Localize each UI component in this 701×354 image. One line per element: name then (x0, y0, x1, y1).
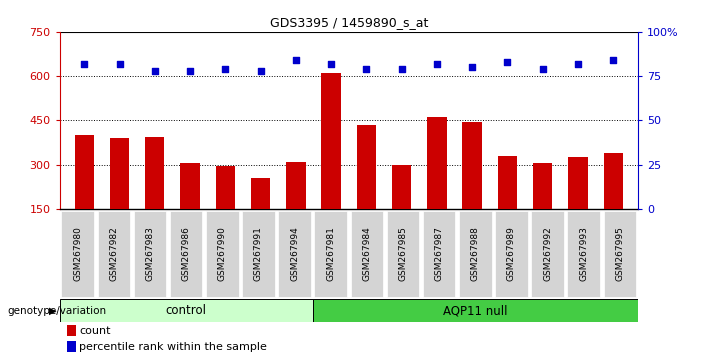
Text: GSM267982: GSM267982 (109, 227, 118, 281)
FancyBboxPatch shape (495, 211, 528, 297)
Text: genotype/variation: genotype/variation (7, 306, 106, 316)
FancyBboxPatch shape (315, 211, 347, 297)
Text: GSM267992: GSM267992 (543, 227, 552, 281)
FancyBboxPatch shape (423, 211, 456, 297)
FancyBboxPatch shape (134, 211, 166, 297)
FancyBboxPatch shape (60, 299, 313, 322)
Bar (463, 122, 482, 253)
Bar (392, 165, 411, 253)
Text: GSM267987: GSM267987 (435, 227, 444, 281)
FancyBboxPatch shape (62, 211, 94, 297)
Text: GSM267981: GSM267981 (326, 227, 335, 281)
FancyBboxPatch shape (459, 211, 491, 297)
Point (184, 68, 196, 74)
Point (79, 61, 90, 67)
FancyBboxPatch shape (567, 211, 600, 297)
FancyBboxPatch shape (170, 211, 203, 297)
Text: GSM267988: GSM267988 (471, 227, 479, 281)
Bar (357, 125, 376, 253)
Text: GSM267995: GSM267995 (615, 227, 625, 281)
Text: GSM267985: GSM267985 (398, 227, 407, 281)
Bar (67, 325, 76, 336)
Text: GSM267990: GSM267990 (218, 227, 226, 281)
Text: GSM267984: GSM267984 (362, 227, 372, 281)
FancyBboxPatch shape (350, 211, 383, 297)
Bar (251, 178, 271, 253)
FancyBboxPatch shape (313, 299, 638, 322)
Text: GSM267994: GSM267994 (290, 227, 299, 281)
FancyBboxPatch shape (604, 211, 636, 297)
Bar (74, 135, 94, 253)
Bar (216, 166, 235, 253)
FancyBboxPatch shape (387, 211, 419, 297)
Bar (569, 157, 587, 253)
Bar (110, 138, 129, 253)
Bar (604, 153, 623, 253)
Point (431, 61, 442, 67)
Point (255, 68, 266, 74)
Point (290, 57, 301, 63)
FancyBboxPatch shape (531, 211, 564, 297)
Text: GSM267993: GSM267993 (579, 227, 588, 281)
Point (572, 61, 583, 67)
Point (502, 59, 513, 65)
Point (608, 57, 619, 63)
Bar (145, 137, 165, 253)
Point (149, 68, 161, 74)
Text: percentile rank within the sample: percentile rank within the sample (79, 342, 267, 352)
Bar (67, 341, 76, 353)
FancyBboxPatch shape (97, 211, 130, 297)
FancyBboxPatch shape (278, 211, 311, 297)
Text: AQP11 null: AQP11 null (443, 304, 508, 317)
Bar (322, 73, 341, 253)
Text: GSM267989: GSM267989 (507, 227, 516, 281)
Text: GSM267991: GSM267991 (254, 227, 263, 281)
Bar (427, 118, 447, 253)
Point (219, 66, 231, 72)
Text: GSM267983: GSM267983 (145, 227, 154, 281)
Point (537, 66, 548, 72)
FancyBboxPatch shape (242, 211, 275, 297)
Bar (180, 163, 200, 253)
Point (114, 61, 125, 67)
FancyBboxPatch shape (206, 211, 238, 297)
Text: control: control (165, 304, 207, 317)
Point (396, 66, 407, 72)
Point (325, 61, 336, 67)
Bar (533, 163, 552, 253)
Point (361, 66, 372, 72)
Point (467, 64, 478, 70)
Bar (498, 156, 517, 253)
Title: GDS3395 / 1459890_s_at: GDS3395 / 1459890_s_at (270, 16, 428, 29)
Bar (286, 162, 306, 253)
Text: GSM267980: GSM267980 (73, 227, 82, 281)
Text: ▶: ▶ (48, 306, 56, 316)
Text: count: count (79, 326, 111, 336)
Text: GSM267986: GSM267986 (182, 227, 191, 281)
